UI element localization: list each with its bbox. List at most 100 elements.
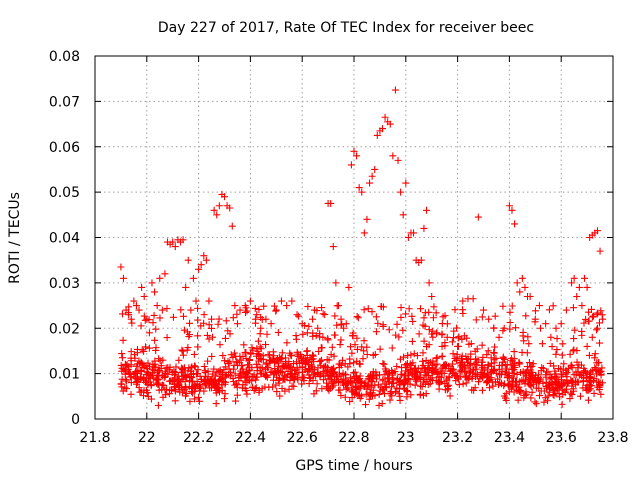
data-point xyxy=(596,247,604,255)
data-point xyxy=(151,360,159,368)
data-point xyxy=(587,305,595,313)
data-point xyxy=(588,367,596,375)
data-point xyxy=(558,400,566,408)
data-point xyxy=(588,333,596,341)
data-point xyxy=(179,347,187,355)
data-point xyxy=(445,362,453,370)
data-point xyxy=(286,377,294,385)
data-point xyxy=(408,337,416,345)
data-point xyxy=(413,352,421,360)
data-point xyxy=(184,256,192,264)
data-point xyxy=(145,344,153,352)
data-point xyxy=(363,350,371,358)
data-point xyxy=(430,303,438,311)
data-point xyxy=(593,227,601,235)
data-point xyxy=(376,387,384,395)
data-point xyxy=(417,305,425,313)
data-point xyxy=(432,365,440,373)
data-point xyxy=(581,274,589,282)
data-point xyxy=(183,390,191,398)
data-point xyxy=(343,377,351,385)
data-point xyxy=(585,385,593,393)
data-point xyxy=(489,382,497,390)
data-point xyxy=(379,321,387,329)
data-point xyxy=(517,389,525,397)
data-point xyxy=(169,313,177,321)
data-point xyxy=(306,366,314,374)
data-point xyxy=(212,379,220,387)
data-point xyxy=(478,386,486,394)
data-point xyxy=(305,380,313,388)
data-point xyxy=(186,373,194,381)
data-point xyxy=(392,331,400,339)
data-point xyxy=(241,308,249,316)
data-point xyxy=(419,321,427,329)
data-point xyxy=(575,283,583,291)
data-point xyxy=(188,383,196,391)
data-point xyxy=(204,367,212,375)
data-point xyxy=(154,368,162,376)
data-point xyxy=(347,161,355,169)
data-point xyxy=(212,389,220,397)
data-point xyxy=(435,380,443,388)
data-point xyxy=(191,395,199,403)
data-point xyxy=(506,325,514,333)
data-point xyxy=(389,152,397,160)
data-point xyxy=(153,375,161,383)
data-point xyxy=(246,297,254,305)
data-point xyxy=(465,340,473,348)
data-point xyxy=(185,333,193,341)
data-point xyxy=(531,398,539,406)
data-point xyxy=(446,392,454,400)
data-point xyxy=(256,343,264,351)
data-point xyxy=(521,283,529,291)
data-point xyxy=(251,304,259,312)
data-point xyxy=(386,389,394,397)
data-point xyxy=(380,360,388,368)
data-point xyxy=(486,375,494,383)
data-point xyxy=(458,335,466,343)
data-point xyxy=(558,351,566,359)
data-point xyxy=(397,313,405,321)
data-point xyxy=(295,369,303,377)
data-point xyxy=(595,358,603,366)
data-point xyxy=(243,390,251,398)
data-point xyxy=(182,384,190,392)
data-point xyxy=(305,371,313,379)
data-point xyxy=(180,326,188,334)
data-point xyxy=(410,350,418,358)
data-point xyxy=(319,310,327,318)
data-point xyxy=(135,384,143,392)
data-point xyxy=(171,385,179,393)
data-point xyxy=(456,360,464,368)
data-point xyxy=(428,292,436,300)
data-point xyxy=(445,373,453,381)
data-point xyxy=(323,356,331,364)
data-point xyxy=(358,188,366,196)
data-point xyxy=(473,372,481,380)
data-point xyxy=(474,213,482,221)
data-point xyxy=(248,373,256,381)
data-point xyxy=(323,368,331,376)
data-point xyxy=(443,333,451,341)
data-point xyxy=(312,332,320,340)
data-point xyxy=(397,304,405,312)
data-point xyxy=(170,376,178,384)
data-point xyxy=(570,335,578,343)
data-point xyxy=(491,312,499,320)
data-point xyxy=(356,372,364,380)
data-point xyxy=(182,283,190,291)
data-point xyxy=(553,346,561,354)
data-point xyxy=(542,382,550,390)
data-point xyxy=(466,361,474,369)
data-point xyxy=(351,341,359,349)
data-point xyxy=(179,351,187,359)
y-tick-label: 0.01 xyxy=(49,367,80,383)
data-point xyxy=(540,398,548,406)
data-point xyxy=(368,172,376,180)
data-point xyxy=(585,377,593,385)
data-point xyxy=(527,394,535,402)
data-point xyxy=(597,390,605,398)
data-point xyxy=(452,377,460,385)
